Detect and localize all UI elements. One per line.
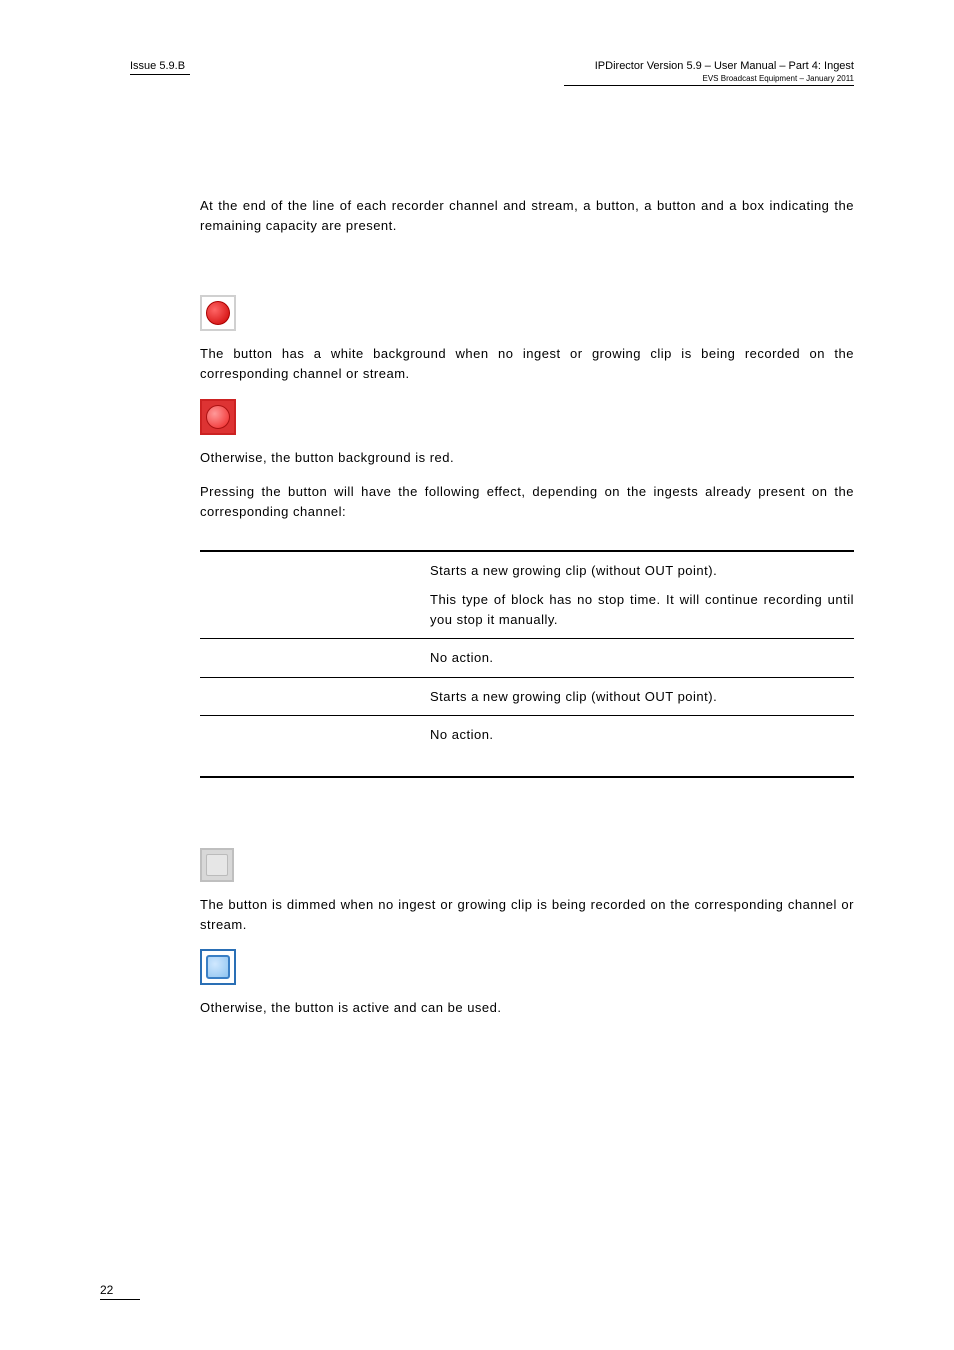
rec-button-idle-icon bbox=[200, 295, 236, 331]
table-cell-text: Starts a new growing clip (without OUT p… bbox=[430, 561, 854, 581]
spacer bbox=[430, 580, 854, 590]
stop-square-icon bbox=[206, 955, 230, 979]
page-header: Issue 5.9.B IPDirector Version 5.9 – Use… bbox=[130, 60, 854, 86]
footer-rule bbox=[100, 1299, 140, 1300]
stop-desc-2: Otherwise, the button is active and can … bbox=[200, 998, 854, 1018]
rec-button-active-icon bbox=[200, 399, 236, 435]
manual-title: IPDirector Version 5.9 – User Manual – P… bbox=[564, 60, 854, 72]
page-number: 22 bbox=[100, 1283, 140, 1297]
header-right: IPDirector Version 5.9 – User Manual – P… bbox=[564, 60, 854, 86]
stop-button-active-icon bbox=[200, 949, 236, 985]
stop-square-icon bbox=[206, 854, 228, 876]
manual-subtitle: EVS Broadcast Equipment – January 2011 bbox=[564, 74, 854, 83]
table-row: No action. bbox=[200, 639, 854, 677]
page-footer: 22 bbox=[100, 1283, 140, 1300]
spacer bbox=[200, 818, 854, 848]
table-rule bbox=[200, 776, 854, 778]
table-row: No action. bbox=[200, 716, 854, 754]
intro-paragraph: At the end of the line of each recorder … bbox=[200, 196, 854, 236]
effect-table: Starts a new growing clip (without OUT p… bbox=[200, 550, 854, 778]
table-row: Starts a new growing clip (without OUT p… bbox=[200, 552, 854, 639]
rec-desc-1: The button has a white background when n… bbox=[200, 344, 854, 384]
table-cell-result: Starts a new growing clip (without OUT p… bbox=[430, 561, 854, 630]
spacer bbox=[200, 754, 854, 776]
header-rule-right bbox=[564, 85, 854, 86]
table-cell-result: No action. bbox=[430, 725, 854, 745]
table-cell-text: This type of block has no stop time. It … bbox=[430, 590, 854, 629]
spacer bbox=[200, 250, 854, 295]
content-area: At the end of the line of each recorder … bbox=[200, 196, 854, 1018]
table-cell-result: No action. bbox=[430, 648, 854, 668]
table-cell-result: Starts a new growing clip (without OUT p… bbox=[430, 687, 854, 707]
rec-desc-3: Pressing the button will have the follow… bbox=[200, 482, 854, 522]
page: Issue 5.9.B IPDirector Version 5.9 – Use… bbox=[0, 0, 954, 1350]
record-circle-icon bbox=[206, 301, 230, 325]
stop-button-dimmed-icon bbox=[200, 848, 234, 882]
header-rule-left bbox=[130, 74, 190, 75]
rec-desc-2: Otherwise, the button background is red. bbox=[200, 448, 854, 468]
record-circle-icon bbox=[206, 405, 230, 429]
stop-desc-1: The button is dimmed when no ingest or g… bbox=[200, 895, 854, 935]
issue-label: Issue 5.9.B bbox=[130, 60, 190, 72]
header-left: Issue 5.9.B bbox=[130, 60, 190, 75]
table-row: Starts a new growing clip (without OUT p… bbox=[200, 678, 854, 716]
